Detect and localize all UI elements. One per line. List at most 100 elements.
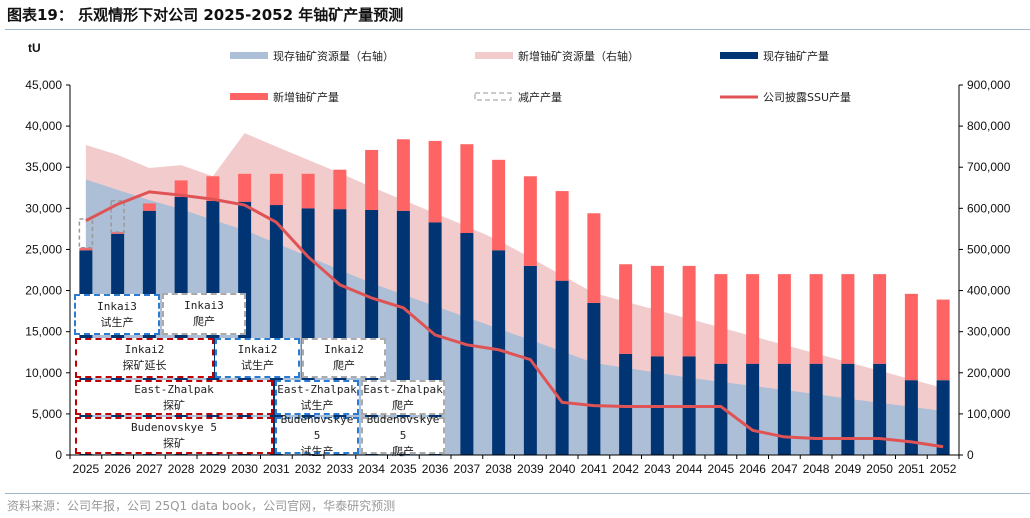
right-tick-label: 100,000 xyxy=(967,407,1011,421)
x-tick-label: 2026 xyxy=(104,462,131,476)
annotation-box: Inkai2 爬产 xyxy=(302,338,386,378)
annotation-stage: 试生产 xyxy=(300,444,334,458)
legend-label: 现存铀矿资源量（右轴） xyxy=(273,49,394,63)
annotation-project: Budenovskye 5 xyxy=(130,420,218,434)
new-production-bar xyxy=(809,274,823,364)
annotation-box: Budenovskye 5 探矿 xyxy=(75,417,273,454)
title-divider xyxy=(5,29,1030,30)
new-production-bar xyxy=(682,265,696,357)
existing-production-bar xyxy=(873,363,887,455)
x-tick-label: 2035 xyxy=(390,462,417,476)
annotation-stage: 探矿延长 xyxy=(122,359,167,372)
x-tick-label: 2046 xyxy=(739,462,766,476)
new-production-bar xyxy=(238,173,252,202)
y-axis-label: tU xyxy=(28,41,41,55)
annotation-stage: 爬产 xyxy=(392,444,414,458)
new-production-bar xyxy=(79,247,93,251)
x-tick-label: 2032 xyxy=(295,462,322,476)
annotation-project: Budenovskye 5 xyxy=(280,412,354,442)
annotation-project: East-Zhalpak xyxy=(134,382,214,396)
new-production-bar xyxy=(714,274,728,364)
left-tick-label: 35,000 xyxy=(25,160,62,174)
x-tick-label: 2036 xyxy=(422,462,449,476)
x-tick-label: 2047 xyxy=(771,462,798,476)
existing-production-bar xyxy=(587,302,601,455)
annotation-box: Budenovskye 5 爬产 xyxy=(361,413,445,458)
new-production-bar xyxy=(650,265,664,357)
new-production-bar xyxy=(333,169,347,210)
x-tick-label: 2029 xyxy=(200,462,227,476)
legend-swatch xyxy=(230,93,268,100)
chart-title: 图表19： 乐观情形下对公司 2025-2052 年铀矿产量预测 xyxy=(7,6,404,24)
left-tick-label: 30,000 xyxy=(25,201,62,215)
left-tick-label: 45,000 xyxy=(25,78,62,92)
legend-label: 新增铀矿资源量（右轴） xyxy=(518,49,639,63)
x-tick-label: 2040 xyxy=(549,462,576,476)
x-tick-label: 2042 xyxy=(612,462,639,476)
annotation-box: Budenovskye 5 试生产 xyxy=(275,413,359,458)
new-production-bar xyxy=(269,173,283,206)
left-tick-label: 25,000 xyxy=(25,242,62,256)
annotation-box: East-Zhalpak 探矿 xyxy=(75,380,273,415)
legend-swatch xyxy=(230,52,268,59)
existing-production-bar xyxy=(841,363,855,455)
x-tick-label: 2043 xyxy=(644,462,671,476)
left-tick-label: 15,000 xyxy=(25,325,62,339)
existing-production-bar xyxy=(936,380,950,455)
annotation-project: East-Zhalpak xyxy=(277,382,357,396)
x-tick-label: 2031 xyxy=(263,462,290,476)
legend-label: 现存铀矿产量 xyxy=(763,49,829,63)
legend-swatch xyxy=(474,92,512,101)
new-production-bar xyxy=(365,149,379,210)
x-tick-label: 2050 xyxy=(866,462,893,476)
x-tick-label: 2044 xyxy=(676,462,703,476)
right-tick-label: 900,000 xyxy=(967,78,1011,92)
annotation-project: Inkai2 xyxy=(124,343,165,356)
annotation-stage: 探矿 xyxy=(163,398,185,412)
existing-production-bar xyxy=(777,363,791,455)
x-tick-label: 2052 xyxy=(930,462,957,476)
new-production-bar xyxy=(619,264,633,354)
x-tick-label: 2049 xyxy=(835,462,862,476)
right-tick-label: 0 xyxy=(967,448,974,462)
new-production-bar xyxy=(142,203,156,211)
left-tick-label: 40,000 xyxy=(25,119,62,133)
new-production-bar xyxy=(936,299,950,381)
annotation-box: Inkai2 试生产 xyxy=(215,338,300,378)
x-tick-label: 2045 xyxy=(708,462,735,476)
x-tick-label: 2051 xyxy=(898,462,925,476)
new-production-bar xyxy=(555,191,569,281)
existing-production-bar xyxy=(809,363,823,455)
new-production-bar xyxy=(111,232,125,234)
new-production-bar xyxy=(428,140,442,223)
annotation-project: Inkai3 xyxy=(184,299,224,312)
annotation-stage: 爬产 xyxy=(333,359,355,372)
annotation-box: Inkai3 试生产 xyxy=(74,294,160,335)
annotation-project: East-Zhalpak xyxy=(363,382,443,396)
right-tick-label: 300,000 xyxy=(967,325,1011,339)
existing-production-bar xyxy=(904,380,918,455)
existing-production-bar xyxy=(746,363,760,455)
x-tick-label: 2048 xyxy=(803,462,830,476)
existing-production-bar xyxy=(555,280,569,455)
annotation-project: Inkai2 xyxy=(324,343,364,356)
annotation-project: Inkai3 xyxy=(97,299,137,313)
annotation-stage: 爬产 xyxy=(392,398,414,412)
x-tick-label: 2025 xyxy=(73,462,100,476)
source-divider xyxy=(5,493,1030,494)
legend-label: 减产产量 xyxy=(518,90,562,104)
new-production-bar xyxy=(206,176,220,201)
right-tick-label: 600,000 xyxy=(967,201,1011,215)
legend-label: 新增铀矿产量 xyxy=(273,90,339,104)
annotation-stage: 爬产 xyxy=(193,315,215,328)
annotation-project: Inkai2 xyxy=(237,343,278,356)
right-tick-label: 200,000 xyxy=(967,366,1011,380)
new-production-bar xyxy=(904,293,918,381)
annotation-stage: 试生产 xyxy=(241,359,274,372)
new-production-bar xyxy=(460,144,474,233)
annotation-stage: 试生产 xyxy=(300,398,334,412)
new-production-bar xyxy=(396,139,410,211)
legend-swatch xyxy=(475,52,513,59)
new-production-bar xyxy=(873,274,887,364)
annotation-box: East-Zhalpak 试生产 xyxy=(275,380,359,415)
